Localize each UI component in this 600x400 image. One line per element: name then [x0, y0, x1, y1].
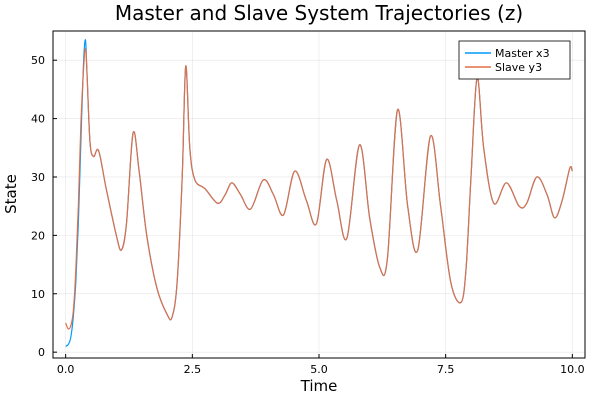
- y-tick-label: 50: [31, 54, 45, 67]
- x-tick-label: 2.5: [184, 363, 202, 376]
- series-lines: [65, 39, 573, 347]
- x-axis-label: Time: [300, 377, 338, 395]
- y-tick-label: 30: [31, 171, 45, 184]
- y-tick-label: 0: [38, 346, 45, 359]
- legend-label-2: Slave y3: [495, 61, 542, 74]
- y-tick-label: 40: [31, 113, 45, 126]
- x-tick-label: 0.0: [57, 363, 75, 376]
- axis-ticks: 0.0 2.5 5.0 7.5 10.0 0 10 20 30 40 50: [31, 54, 585, 376]
- y-tick-label: 10: [31, 288, 45, 301]
- x-tick-label: 10.0: [560, 363, 585, 376]
- legend-box: [458, 40, 571, 80]
- grid: [53, 31, 585, 358]
- x-tick-label: 7.5: [437, 363, 455, 376]
- legend-label-1: Master x3: [495, 47, 550, 60]
- y-tick-label: 20: [31, 229, 45, 242]
- series-line-2: [65, 47, 573, 330]
- chart-title: Master and Slave System Trajectories (z): [115, 1, 523, 25]
- x-tick-label: 5.0: [310, 363, 328, 376]
- y-axis-label: State: [2, 174, 20, 214]
